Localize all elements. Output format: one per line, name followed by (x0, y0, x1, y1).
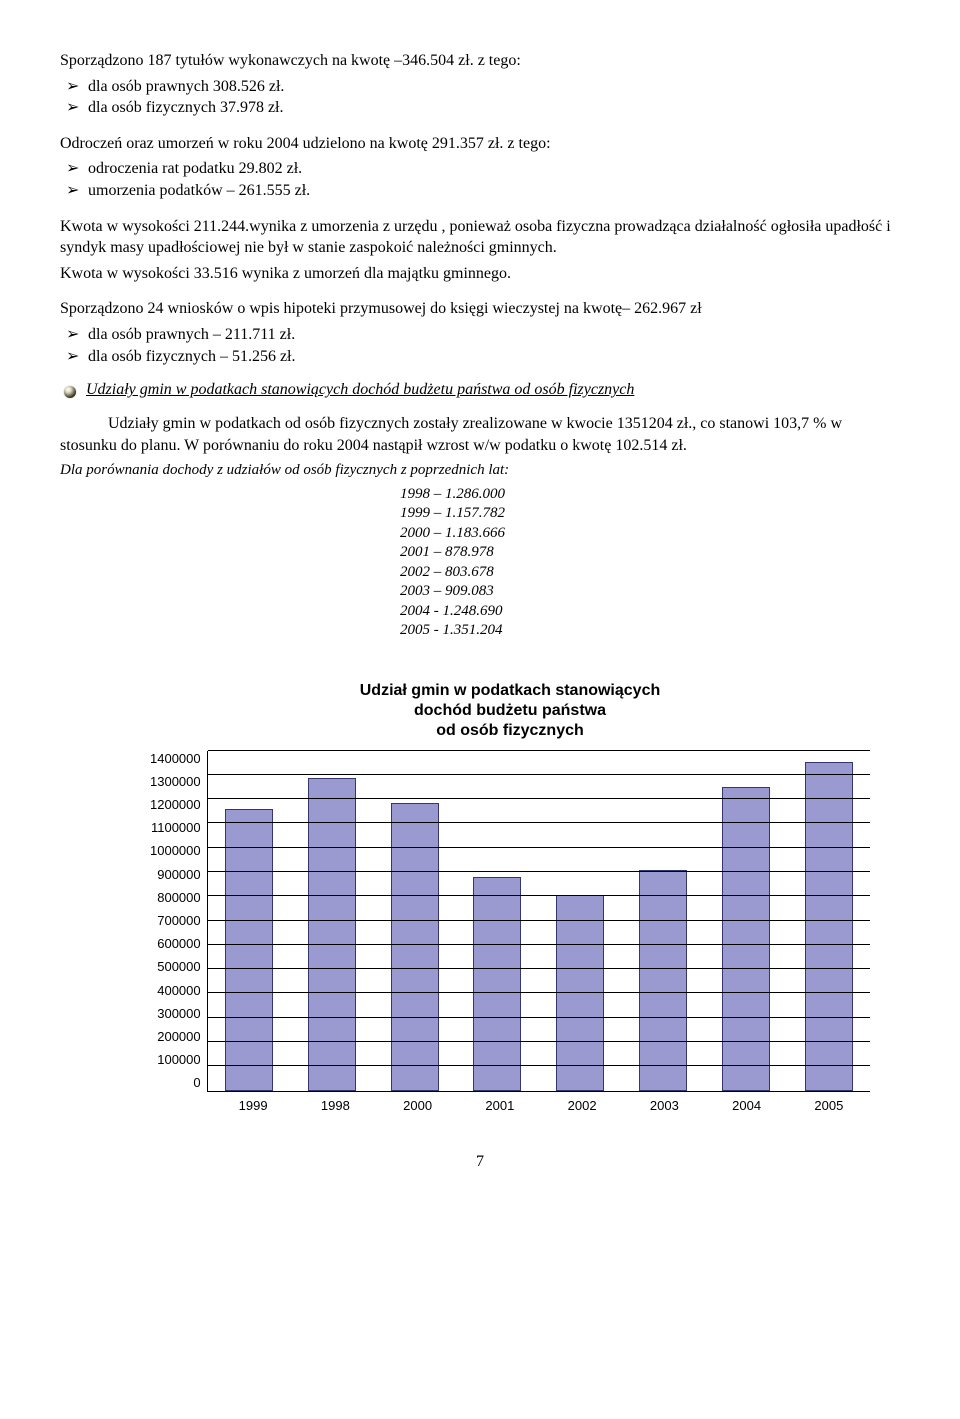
chart-gridline (208, 944, 870, 945)
y-tick-label: 100000 (157, 1052, 200, 1067)
bullet-ball-icon (64, 386, 76, 398)
chart-gridline (208, 920, 870, 921)
y-tick-label: 200000 (157, 1029, 200, 1044)
page-number: 7 (60, 1153, 900, 1171)
chart-bar-slot (704, 751, 787, 1091)
y-tick-label: 800000 (157, 890, 200, 905)
paragraph: Odroczeń oraz umorzeń w roku 2004 udziel… (60, 133, 900, 155)
history-line: 2001 – 878.978 (400, 543, 900, 563)
x-tick-label: 1999 (212, 1098, 294, 1113)
chart-bar-slot (787, 751, 870, 1091)
list-item: dla osób fizycznych – 51.256 zł. (60, 346, 900, 368)
chart-gridline (208, 847, 870, 848)
history-line: 2004 - 1.248.690 (400, 602, 900, 622)
chart-bar (225, 809, 273, 1090)
y-tick-label: 700000 (157, 913, 200, 928)
chart-bar-slot (290, 751, 373, 1091)
y-tick-label: 0 (193, 1075, 200, 1090)
paragraph: Kwota w wysokości 33.516 wynika z umorze… (60, 263, 900, 285)
paragraph: Kwota w wysokości 211.244.wynika z umorz… (60, 216, 900, 259)
chart-container: Udział gmin w podatkach stanowiących doc… (150, 681, 870, 1113)
x-tick-label: 2004 (706, 1098, 788, 1113)
x-tick-label: 2000 (377, 1098, 459, 1113)
chart-title-line: dochód budżetu państwa (150, 701, 870, 721)
y-tick-label: 600000 (157, 936, 200, 951)
y-tick-label: 300000 (157, 1006, 200, 1021)
y-tick-label: 1000000 (150, 843, 201, 858)
section-heading-row: Udziały gmin w podatkach stanowiących do… (60, 381, 900, 399)
history-line: 1998 – 1.286.000 (400, 485, 900, 505)
history-line: 2000 – 1.183.666 (400, 524, 900, 544)
chart-bar (639, 870, 687, 1091)
y-tick-label: 1300000 (150, 774, 201, 789)
paragraph-block-1: Sporządzono 187 tytułów wykonawczych na … (60, 50, 900, 119)
chart-gridline (208, 774, 870, 775)
history-line: 2002 – 803.678 (400, 563, 900, 583)
history-line: 2005 - 1.351.204 (400, 621, 900, 641)
chart-gridline (208, 992, 870, 993)
paragraph: Sporządzono 24 wniosków o wpis hipoteki … (60, 298, 900, 320)
chart-gridline (208, 1065, 870, 1066)
x-tick-label: 2002 (541, 1098, 623, 1113)
paragraph-italic: Dla porównania dochody z udziałów od osó… (60, 460, 900, 480)
chart-gridline (208, 1041, 870, 1042)
chart-bar (308, 778, 356, 1090)
y-tick-label: 1400000 (150, 751, 201, 766)
chart-title-line: od osób fizycznych (150, 721, 870, 741)
chart-bar-slot (208, 751, 291, 1091)
chart-gridline (208, 1017, 870, 1018)
y-tick-label: 1200000 (150, 797, 201, 812)
list-item: dla osób fizycznych 37.978 zł. (60, 97, 900, 119)
list-item: odroczenia rat podatku 29.802 zł. (60, 158, 900, 180)
chart-plot-area (207, 751, 870, 1092)
chart-title: Udział gmin w podatkach stanowiących doc… (150, 681, 870, 741)
bullet-list: dla osób prawnych 308.526 zł. dla osób f… (60, 76, 900, 119)
list-item: umorzenia podatków – 261.555 zł. (60, 180, 900, 202)
history-list: 1998 – 1.286.0001999 – 1.157.7822000 – 1… (400, 485, 900, 641)
chart-y-axis: 1400000130000012000001100000100000090000… (150, 751, 207, 1091)
chart-title-line: Udział gmin w podatkach stanowiących (150, 681, 870, 701)
section-heading: Udziały gmin w podatkach stanowiących do… (86, 381, 634, 399)
chart-bar-slot (373, 751, 456, 1091)
paragraph-block-4: Sporządzono 24 wniosków o wpis hipoteki … (60, 298, 900, 367)
y-tick-label: 1100000 (151, 820, 201, 835)
x-tick-label: 1998 (294, 1098, 376, 1113)
list-item: dla osób prawnych 308.526 zł. (60, 76, 900, 98)
paragraph-block-5: Udziały gmin w podatkach od osób fizyczn… (60, 413, 900, 640)
paragraph: Udziały gmin w podatkach od osób fizyczn… (60, 413, 900, 456)
chart-bar (473, 877, 521, 1090)
chart-bar-slot (622, 751, 705, 1091)
x-tick-label: 2003 (623, 1098, 705, 1113)
x-tick-label: 2005 (788, 1098, 870, 1113)
y-tick-label: 400000 (157, 983, 200, 998)
history-line: 1999 – 1.157.782 (400, 504, 900, 524)
chart-bar-slot (539, 751, 622, 1091)
y-tick-label: 900000 (157, 867, 200, 882)
chart-x-labels: 19991998200020012002200320042005 (212, 1092, 870, 1113)
paragraph-block-3: Kwota w wysokości 211.244.wynika z umorz… (60, 216, 900, 285)
history-line: 2003 – 909.083 (400, 582, 900, 602)
bullet-list: odroczenia rat podatku 29.802 zł. umorze… (60, 158, 900, 201)
chart-body: 1400000130000012000001100000100000090000… (150, 751, 870, 1092)
chart-gridline (208, 871, 870, 872)
chart-gridline (208, 968, 870, 969)
x-axis-spacer (150, 1092, 212, 1113)
paragraph-block-2: Odroczeń oraz umorzeń w roku 2004 udziel… (60, 133, 900, 202)
paragraph: Sporządzono 187 tytułów wykonawczych na … (60, 50, 900, 72)
chart-gridline (208, 895, 870, 896)
chart-bar (722, 787, 770, 1090)
chart-x-axis: 19991998200020012002200320042005 (150, 1092, 870, 1113)
x-tick-label: 2001 (459, 1098, 541, 1113)
y-tick-label: 500000 (157, 959, 200, 974)
chart-gridline (208, 750, 870, 751)
list-item: dla osób prawnych – 211.711 zł. (60, 324, 900, 346)
chart-gridline (208, 798, 870, 799)
chart-bar-slot (456, 751, 539, 1091)
chart-bars (208, 751, 870, 1091)
bullet-list: dla osób prawnych – 211.711 zł. dla osób… (60, 324, 900, 367)
chart-gridline (208, 822, 870, 823)
